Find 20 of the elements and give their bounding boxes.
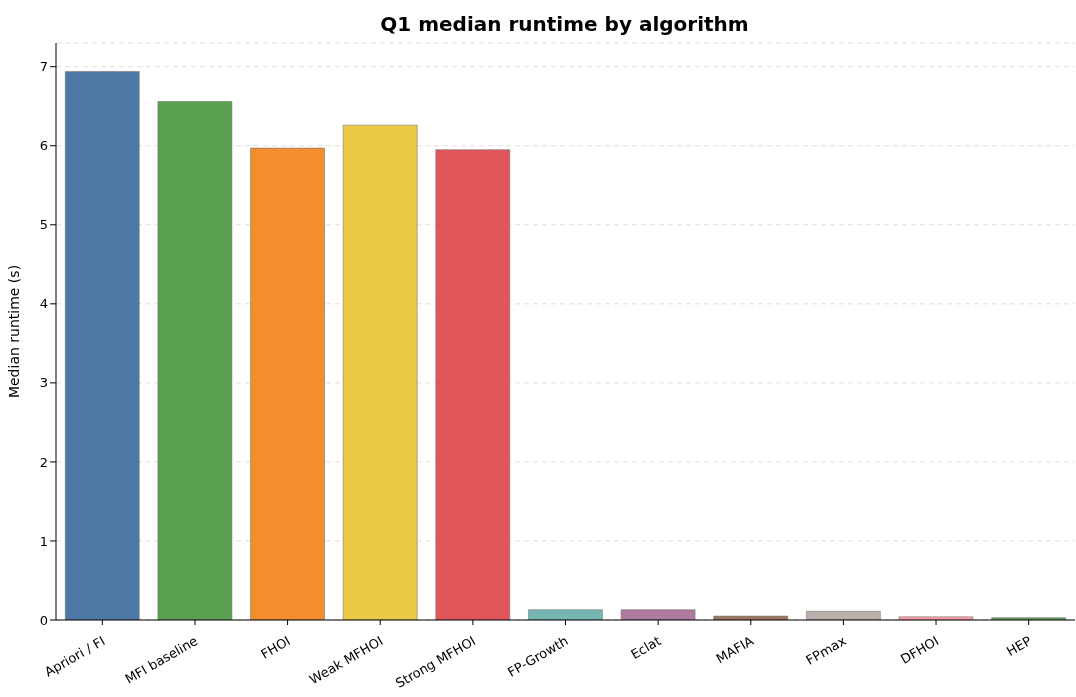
y-tick-label: 0 xyxy=(39,612,48,628)
bar xyxy=(342,124,418,620)
bar xyxy=(64,71,140,620)
y-tick-label: 7 xyxy=(39,59,48,75)
bar xyxy=(620,609,696,620)
y-tick-label: 3 xyxy=(39,375,48,391)
bar xyxy=(435,149,511,620)
bar xyxy=(157,101,233,620)
y-tick-label: 6 xyxy=(39,138,48,154)
y-tick-label: 1 xyxy=(39,533,48,549)
bar xyxy=(528,609,603,620)
y-axis-title: Median runtime (s) xyxy=(5,264,22,399)
x-tick-label: Eclat xyxy=(628,633,664,663)
y-tick-label: 5 xyxy=(39,217,48,233)
y-tick-label: 4 xyxy=(39,296,48,312)
bar xyxy=(713,615,789,620)
bar xyxy=(250,147,325,620)
chart-title: Q1 median runtime by algorithm xyxy=(379,12,750,36)
y-tick-label: 2 xyxy=(39,454,48,470)
x-tick-label: HEP xyxy=(1004,633,1035,660)
